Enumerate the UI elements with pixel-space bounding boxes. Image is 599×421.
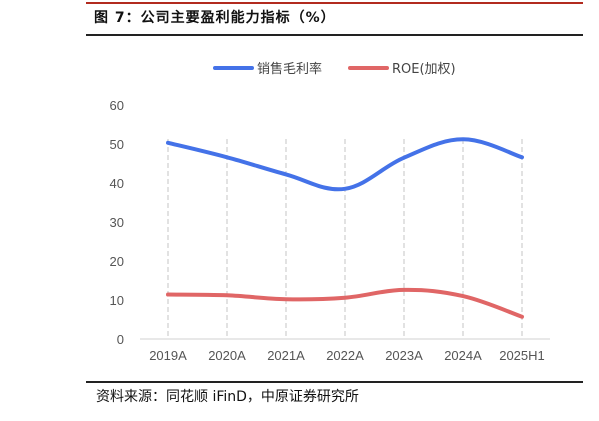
line-chart: 销售毛利率 ROE(加权) 0 10 20 30 40 50 60 2019A 2020A 202… [110,61,550,363]
series-line-0 [166,137,524,192]
y-tick-label-2: 20 [110,254,124,269]
x-tick-label-1: 2020A [208,348,246,363]
x-tick-label-3: 2022A [326,348,364,363]
title-rule [86,34,583,36]
legend-label-0: 销售毛利率 [257,61,322,77]
figure-title: 图 7：公司主要盈利能力指标（%） [94,10,336,26]
plot-area: 0 10 20 30 40 50 60 2019A 2020A 2021A 2022A 2023A 20… [110,98,550,363]
x-tick-label-5: 2024A [444,348,482,363]
source-note: 资料来源：同花顺 iFinD，中原证券研究所 [96,389,359,405]
x-tick-label-4: 2023A [385,348,423,363]
y-tick-label-0: 0 [117,332,124,347]
x-tick-label-0: 2019A [149,348,187,363]
y-tick-label-5: 50 [110,137,124,152]
top-rule [86,2,583,4]
bottom-rule [86,381,583,383]
x-tick-label-2: 2021A [267,348,305,363]
x-tick-label-6: 2025H1 [499,348,545,363]
legend-label-1: ROE(加权) [392,61,456,77]
y-tick-label-4: 40 [110,176,124,191]
legend-item-0: 销售毛利率 [213,61,322,77]
y-tick-label-6: 60 [110,98,124,113]
y-tick-label-1: 10 [110,293,124,308]
legend-item-1: ROE(加权) [348,61,456,77]
series-line-1 [166,287,524,319]
legend: 销售毛利率 ROE(加权) [213,61,456,77]
y-tick-label-3: 30 [110,215,124,230]
